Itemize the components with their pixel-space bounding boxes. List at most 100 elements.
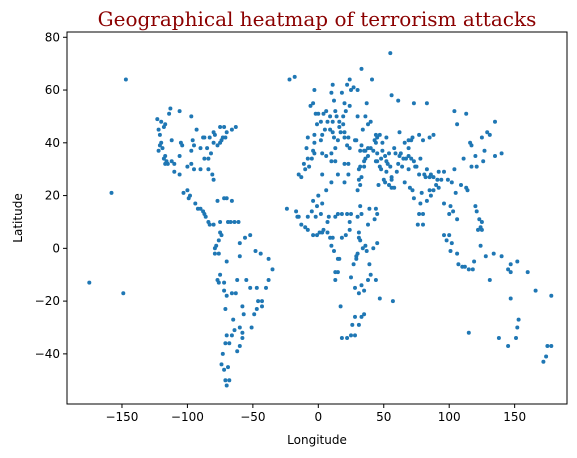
data-point xyxy=(347,77,352,82)
data-point xyxy=(321,111,326,116)
data-point xyxy=(367,262,372,267)
data-point xyxy=(330,235,335,240)
data-point xyxy=(325,220,330,224)
data-point xyxy=(427,188,432,193)
data-point xyxy=(224,196,229,201)
data-point xyxy=(347,146,352,151)
data-point xyxy=(469,164,474,169)
data-point xyxy=(339,336,344,340)
data-point xyxy=(159,119,164,124)
data-point xyxy=(345,212,350,216)
data-point xyxy=(155,117,160,122)
data-point xyxy=(487,132,492,137)
data-point xyxy=(396,161,401,166)
data-point xyxy=(364,101,369,106)
data-point xyxy=(515,259,520,264)
data-point xyxy=(384,159,389,164)
data-point xyxy=(292,74,297,79)
data-point xyxy=(342,161,347,166)
data-point xyxy=(330,82,335,87)
data-point xyxy=(379,167,384,172)
data-point xyxy=(324,109,329,114)
data-point xyxy=(544,354,549,359)
data-point xyxy=(373,206,378,211)
data-point xyxy=(431,188,436,193)
data-point xyxy=(341,114,346,119)
data-point xyxy=(309,209,314,214)
data-point xyxy=(387,151,391,156)
data-point xyxy=(421,138,425,143)
data-point xyxy=(453,190,458,195)
data-point xyxy=(207,222,212,227)
data-point xyxy=(333,109,338,114)
data-point xyxy=(237,241,242,246)
data-point xyxy=(177,172,182,177)
data-point xyxy=(470,267,475,272)
data-point xyxy=(168,106,173,111)
y-tick-label: 60 xyxy=(45,83,60,97)
data-point xyxy=(163,122,168,127)
y-tick-label: 80 xyxy=(45,30,60,44)
data-point xyxy=(380,148,385,153)
data-point xyxy=(202,135,207,140)
data-point xyxy=(439,177,444,182)
data-point xyxy=(189,114,194,119)
data-point xyxy=(515,325,520,330)
data-point xyxy=(464,111,469,116)
data-point xyxy=(335,212,340,216)
data-point xyxy=(388,51,393,56)
data-point xyxy=(318,212,323,216)
data-point xyxy=(392,185,397,190)
data-point xyxy=(487,278,492,282)
data-point xyxy=(346,161,351,166)
data-point xyxy=(376,183,381,187)
data-point xyxy=(339,212,344,216)
data-point xyxy=(169,159,174,164)
data-point xyxy=(320,132,325,137)
data-point xyxy=(270,267,275,272)
data-point xyxy=(418,201,423,206)
data-point xyxy=(329,159,334,164)
data-point xyxy=(508,262,513,267)
data-point xyxy=(448,204,453,209)
data-point xyxy=(390,299,395,304)
data-point xyxy=(406,138,411,143)
data-point xyxy=(224,130,229,135)
y-tick-label: 40 xyxy=(45,136,60,150)
data-point xyxy=(358,148,363,153)
data-point xyxy=(328,114,333,119)
data-point xyxy=(499,151,504,156)
x-tick-label: 100 xyxy=(438,410,461,424)
data-point xyxy=(224,259,229,264)
data-point xyxy=(496,336,501,340)
data-point xyxy=(456,262,461,267)
data-point xyxy=(320,201,325,206)
data-point xyxy=(244,278,249,282)
data-point xyxy=(359,143,364,148)
data-point xyxy=(414,164,419,169)
data-point xyxy=(211,177,216,182)
data-point xyxy=(299,222,304,227)
data-point xyxy=(210,172,215,177)
data-point xyxy=(216,251,221,256)
data-point xyxy=(329,180,334,185)
data-point xyxy=(373,140,378,145)
data-point xyxy=(373,278,378,282)
data-point xyxy=(219,362,224,367)
data-point xyxy=(442,233,446,238)
data-point xyxy=(318,138,323,143)
data-point xyxy=(424,167,429,172)
data-point xyxy=(252,312,257,317)
data-point xyxy=(377,296,382,301)
plot-frame xyxy=(66,31,568,405)
data-point xyxy=(493,119,497,124)
data-point xyxy=(366,278,370,282)
data-point xyxy=(240,304,245,309)
data-point xyxy=(464,185,469,190)
data-point xyxy=(424,198,429,203)
data-point xyxy=(241,312,246,317)
data-point xyxy=(334,114,339,119)
data-point xyxy=(384,169,389,174)
data-point xyxy=(109,190,114,195)
y-axis-label: Latitude xyxy=(11,193,25,242)
